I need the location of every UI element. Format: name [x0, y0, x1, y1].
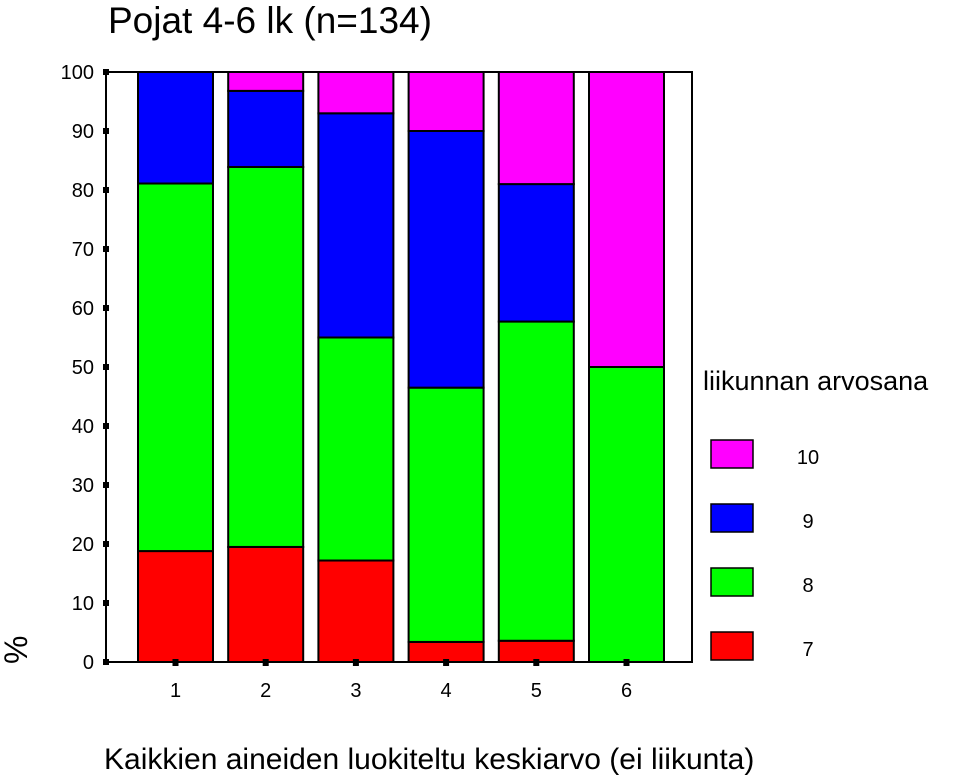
x-tick-label-1: 1	[170, 680, 181, 702]
x-tick-mark-5	[533, 659, 540, 666]
bar-segment-2-9	[227, 89, 305, 168]
y-tick-label-90: 90	[72, 121, 94, 143]
y-tick-label-10: 10	[72, 593, 94, 615]
x-tick-label-3: 3	[350, 680, 361, 702]
y-tick-mark-10	[103, 600, 109, 606]
bar-segment-1-8	[137, 182, 214, 553]
y-tick-label-20: 20	[72, 534, 94, 556]
y-tick-mark-70	[103, 246, 109, 252]
y-tick-label-60: 60	[72, 298, 94, 320]
y-tick-label-0: 0	[83, 652, 94, 674]
x-tick-mark-2	[262, 659, 269, 666]
bar-segment-4-7	[407, 640, 485, 664]
x-tick-mark-3	[352, 659, 359, 666]
x-tick-mark-1	[172, 659, 179, 666]
bar-segment-2-10	[227, 71, 305, 92]
bar-segment-5-8	[497, 320, 575, 642]
legend-swatch-7	[710, 631, 754, 661]
legend-label-10: 10	[797, 447, 819, 469]
x-axis: 1 2 3 4 5 6	[170, 659, 632, 702]
y-tick-mark-50	[103, 364, 109, 370]
x-tick-mark-4	[443, 659, 450, 666]
y-tick-mark-40	[103, 423, 109, 429]
legend-swatch-10	[710, 439, 754, 469]
x-tick-label-6: 6	[621, 680, 632, 702]
bar-segment-4-8	[407, 386, 485, 643]
legend-label-7: 7	[802, 639, 813, 661]
y-tick-label-100: 100	[61, 62, 94, 84]
legend-swatch-9	[710, 503, 754, 533]
y-axis: 0 10 20 30 40 50 60 70 80 90 100	[61, 62, 109, 674]
bar-segment-4-10	[407, 71, 485, 132]
chart-title: Pojat 4-6 lk (n=134)	[108, 0, 432, 41]
x-tick-mark-6	[623, 659, 630, 666]
y-tick-label-70: 70	[72, 239, 94, 261]
bar-segment-1-7	[137, 550, 214, 664]
legend-label-8: 8	[802, 575, 813, 597]
y-tick-mark-90	[103, 128, 109, 134]
legend-title: liikunnan arvosana	[703, 366, 929, 396]
y-tick-label-30: 30	[72, 475, 94, 497]
y-tick-mark-100	[103, 69, 109, 75]
x-tick-label-5: 5	[531, 680, 542, 702]
y-tick-mark-20	[103, 541, 109, 547]
bar-segment-3-8	[317, 336, 395, 562]
y-tick-mark-0	[103, 659, 109, 665]
bar-segment-5-9	[497, 183, 575, 323]
bar-segment-6-10	[588, 71, 665, 368]
bar-segment-1-9	[137, 71, 214, 185]
x-tick-label-4: 4	[441, 680, 452, 702]
y-tick-mark-30	[103, 482, 109, 488]
legend: 10 9 8 7	[710, 439, 819, 661]
y-tick-mark-80	[103, 187, 109, 193]
bar-segment-2-8	[227, 165, 305, 548]
legend-label-9: 9	[802, 511, 813, 533]
bars	[137, 71, 665, 664]
y-tick-mark-60	[103, 305, 109, 311]
bar-segment-5-7	[497, 639, 575, 664]
bar-segment-3-9	[317, 112, 395, 339]
x-axis-label: Kaikkien aineiden luokiteltu keskiarvo (…	[104, 743, 755, 776]
y-tick-label-80: 80	[72, 180, 94, 202]
y-tick-label-40: 40	[72, 416, 94, 438]
bar-segment-2-7	[227, 545, 305, 664]
bar-segment-5-10	[497, 71, 575, 186]
bar-segment-6-8	[588, 366, 665, 663]
bar-segment-4-9	[407, 130, 485, 389]
legend-swatch-8	[710, 567, 754, 597]
y-tick-label-50: 50	[72, 357, 94, 379]
x-tick-label-2: 2	[260, 680, 271, 702]
bar-segment-3-10	[317, 71, 395, 115]
bar-segment-3-7	[317, 559, 395, 664]
